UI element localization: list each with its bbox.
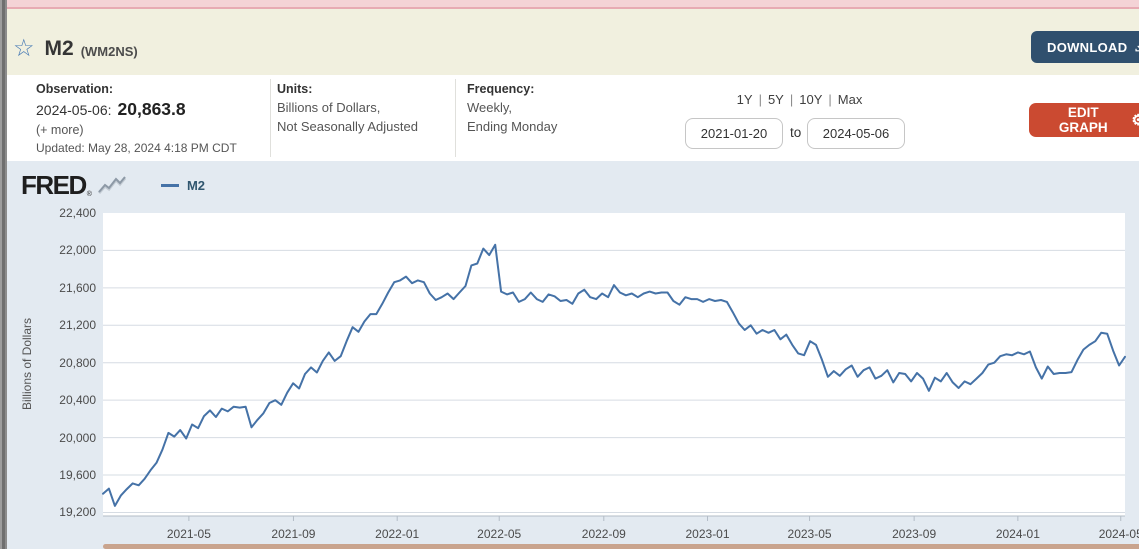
- frequency-line1: Weekly,: [467, 100, 513, 115]
- observation-date: 2024-05-06:: [36, 102, 112, 118]
- fred-logo: FRED: [21, 170, 87, 200]
- y-tick-labels: 22,400 22,000 21,600 21,200 20,800 20,400 20,0…: [7, 206, 96, 520]
- x-tick-label: 2023-01: [685, 527, 730, 541]
- y-tick-label: 22,400: [59, 206, 96, 220]
- divider: [455, 79, 456, 157]
- x-tick-label: 2022-01: [375, 527, 420, 541]
- y-tick-label: 20,400: [59, 393, 96, 408]
- updated-timestamp: Updated: May 28, 2024 4:18 PM CDT: [36, 141, 237, 155]
- registered-mark: ®: [86, 191, 92, 198]
- units-line1: Billions of Dollars,: [277, 100, 381, 115]
- plot-svg: [102, 243, 1126, 521]
- date-from-input[interactable]: [685, 118, 783, 149]
- page-title: M2: [44, 37, 74, 60]
- x-tick-label: 2023-09: [892, 527, 937, 541]
- observation-block: Observation: 2024-05-06: 20,863.8 (+ mor…: [36, 82, 237, 155]
- y-tick-label: 21,600: [59, 280, 96, 295]
- window-left-edge: [0, 0, 7, 549]
- meta-bar: Observation: 2024-05-06: 20,863.8 (+ mor…: [7, 75, 1139, 161]
- download-button[interactable]: DOWNLOAD: [1031, 31, 1139, 63]
- y-tick-label: 20,000: [59, 430, 96, 445]
- range-link-10y[interactable]: 10Y: [799, 92, 823, 107]
- edit-graph-button[interactable]: EDIT GRAPH ⚙: [1029, 103, 1139, 137]
- divider: [270, 79, 271, 157]
- m2-series-line: [102, 243, 1126, 507]
- y-tick-label: 19,200: [59, 505, 96, 520]
- chart-legend: M2: [160, 178, 206, 193]
- date-range-to-label: to: [790, 125, 802, 140]
- range-slider-track[interactable]: [103, 544, 1139, 549]
- x-tick-label: 2021-05: [166, 527, 211, 541]
- separator: |: [828, 92, 832, 107]
- chart-section: FRED ® M2 Billions of Dollars 22,400 22,0…: [7, 161, 1139, 549]
- favorite-star-icon[interactable]: ☆: [13, 35, 35, 62]
- download-icon: [1135, 45, 1139, 52]
- y-tick-label: 19,600: [59, 468, 96, 482]
- date-to-input[interactable]: [807, 118, 905, 149]
- more-observations-link[interactable]: (+ more): [36, 123, 84, 137]
- frequency-line2: Ending Monday: [467, 119, 558, 134]
- frequency-label: Frequency:: [467, 82, 535, 96]
- gear-icon: ⚙: [1131, 111, 1139, 129]
- y-tick-label: 22,000: [59, 243, 96, 258]
- fred-logo-sparkline-icon: [97, 175, 127, 194]
- separator: |: [758, 92, 762, 107]
- plot-area[interactable]: [102, 213, 1126, 521]
- download-button-label: DOWNLOAD: [1047, 39, 1128, 55]
- x-tick-label: 2022-05: [477, 527, 522, 541]
- edit-graph-button-label: EDIT GRAPH: [1058, 105, 1108, 135]
- units-block: Units: Billions of Dollars, Not Seasonal…: [277, 82, 418, 134]
- x-tick-label: 2023-05: [787, 527, 832, 541]
- range-link-max[interactable]: Max: [837, 92, 863, 107]
- range-presets: 1Y | 5Y | 10Y | Max: [707, 92, 892, 107]
- observation-value: 20,863.8: [117, 99, 186, 119]
- observation-label: Observation:: [36, 82, 114, 96]
- units-line2: Not Seasonally Adjusted: [277, 119, 418, 134]
- x-tick-label: 2022-09: [581, 527, 626, 541]
- series-id: (WM2NS): [80, 43, 138, 59]
- range-link-5y[interactable]: 5Y: [767, 92, 784, 107]
- x-tick-labels: 2021-05 2021-09 2022-01 2022-05 2022-09 2023-…: [103, 523, 1139, 541]
- x-tick-label: 2024-01: [995, 527, 1040, 541]
- top-notification-bar: [7, 0, 1139, 9]
- separator: |: [789, 92, 794, 107]
- y-tick-label: 20,800: [59, 355, 96, 370]
- frequency-block: Frequency: Weekly, Ending Monday: [467, 82, 557, 134]
- series-header: ☆ M2 (WM2NS) DOWNLOAD: [7, 9, 1139, 75]
- legend-series-label: M2: [186, 178, 206, 193]
- x-tick-label: 2021-09: [271, 527, 316, 541]
- units-label: Units:: [277, 82, 313, 96]
- legend-line-swatch: [160, 184, 179, 187]
- x-tick-label: 2024-05: [1098, 527, 1139, 541]
- range-link-1y[interactable]: 1Y: [736, 92, 753, 107]
- y-tick-label: 21,200: [59, 318, 96, 333]
